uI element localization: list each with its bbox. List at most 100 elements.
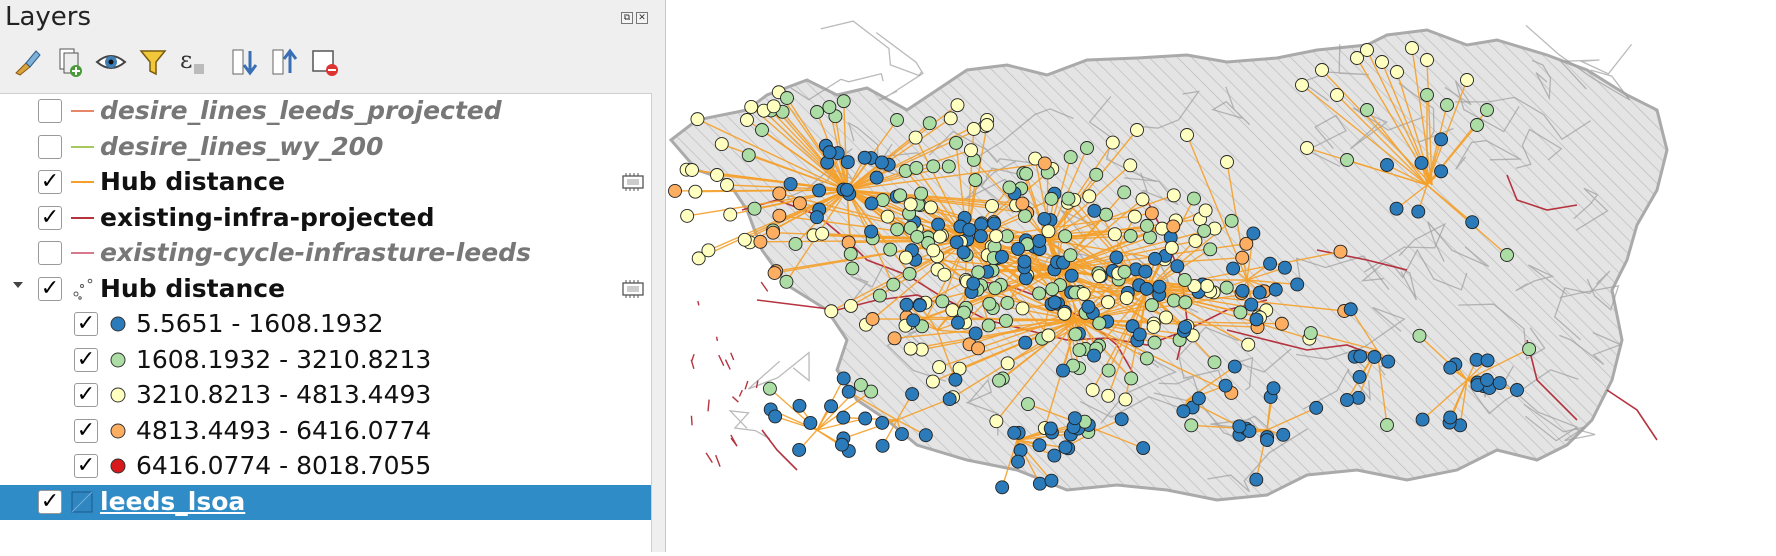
layer-row-5-5651-1608-1932[interactable]: ✓ 5.5651 - 1608.1932 [0, 307, 652, 342]
hub-point [936, 295, 949, 308]
hub-point [825, 400, 838, 413]
hub-point [837, 372, 850, 385]
hub-point [1382, 355, 1395, 368]
map-canvas[interactable] [667, 0, 1776, 552]
layer-row-hub-distance[interactable]: ✓Hub distance [0, 272, 652, 307]
layer-visibility-checkbox[interactable]: ✓ [74, 419, 98, 443]
point-symbol-icon [106, 343, 132, 378]
hub-point [957, 246, 970, 259]
hub-point [1118, 265, 1131, 278]
infra-segment [725, 360, 730, 370]
style-manager-button[interactable] [10, 44, 44, 80]
layer-row-1608-1932-3210-8213[interactable]: ✓1608.1932 - 3210.8213 [0, 343, 652, 378]
manage-visibility-button[interactable] [94, 44, 128, 80]
svg-text:ε: ε [180, 46, 192, 74]
hub-point [951, 99, 964, 112]
infra-segment [708, 400, 709, 412]
layer-label: existing-infra-projected [100, 203, 435, 233]
hub-point [989, 282, 1002, 295]
float-panel-button[interactable]: ⧉ [621, 12, 633, 24]
line-symbol-icon [70, 94, 96, 129]
layer-label: 3210.8213 - 4813.4493 [136, 380, 431, 410]
hub-point [972, 342, 985, 355]
layer-visibility-checkbox[interactable]: ✓ [38, 490, 62, 514]
layer-row-3210-8213-4813-4493[interactable]: ✓ 3210.8213 - 4813.4493 [0, 378, 652, 413]
hub-point [1250, 473, 1263, 486]
layer-row-existing-cycle-infrasture-leeds[interactable]: existing-cycle-infrasture-leeds [0, 236, 652, 271]
hub-point [1033, 439, 1046, 452]
hub-point [1068, 412, 1081, 425]
hub-point [1033, 477, 1046, 490]
hub-point [1115, 413, 1128, 426]
hub-point [1267, 382, 1280, 395]
hub-point [1083, 190, 1096, 203]
hub-point [1199, 204, 1212, 217]
layer-visibility-checkbox[interactable]: ✓ [74, 348, 98, 372]
layer-row-desire-lines-leeds-projected[interactable]: desire_lines_leeds_projected [0, 94, 652, 129]
layer-visibility-checkbox[interactable] [38, 99, 62, 123]
layer-visibility-checkbox[interactable] [38, 135, 62, 159]
hub-point [859, 412, 872, 425]
lsoa-boundary [821, 21, 922, 75]
hub-point [1435, 165, 1448, 178]
hub-point [1093, 317, 1106, 330]
remove-layer-button[interactable] [308, 44, 342, 80]
expand-all-button[interactable] [228, 44, 262, 80]
layer-visibility-checkbox[interactable]: ✓ [38, 206, 62, 230]
layer-visibility-checkbox[interactable] [38, 241, 62, 265]
collapse-all-button[interactable] [268, 44, 302, 80]
collapse-arrow-icon[interactable] [13, 282, 23, 288]
hub-point [870, 171, 883, 184]
hub-point [876, 416, 889, 429]
hub-point [995, 250, 1008, 263]
close-panel-button[interactable]: ✕ [636, 12, 648, 24]
hub-point [993, 374, 1006, 387]
layer-label: desire_lines_leeds_projected [100, 96, 502, 126]
hub-point [1093, 270, 1106, 283]
hub-point [1106, 136, 1119, 149]
hub-point [904, 342, 917, 355]
infra-segment [692, 354, 694, 360]
hub-point [721, 179, 734, 192]
hub-point [1045, 474, 1058, 487]
hub-point [681, 209, 694, 222]
layer-row-existing-infra-projected[interactable]: ✓ existing-infra-projected [0, 201, 652, 236]
layer-row-desire-lines-wy-200[interactable]: desire_lines_wy_200 [0, 130, 652, 165]
layer-visibility-checkbox[interactable]: ✓ [38, 277, 62, 301]
layer-label: 5.5651 - 1608.1932 [136, 309, 384, 339]
hub-point [1058, 307, 1071, 320]
hub-point [1233, 420, 1246, 433]
infra-segment [698, 301, 699, 305]
hub-point [1234, 306, 1247, 319]
filter-expression-button[interactable]: ε [178, 44, 212, 80]
layer-row-4813-4493-6416-0774[interactable]: ✓4813.4493 - 6416.0774 [0, 414, 652, 449]
layer-visibility-checkbox[interactable]: ✓ [74, 454, 98, 478]
hub-point [702, 244, 715, 257]
hub-point [1441, 99, 1454, 112]
add-group-button[interactable] [52, 44, 86, 80]
hub-point [1056, 364, 1069, 377]
hub-point [1225, 214, 1238, 227]
layer-visibility-checkbox[interactable]: ✓ [74, 383, 98, 407]
layers-panel: Layers ⧉ ✕ ε desire_lines_leeds_projecte… [0, 0, 666, 552]
hub-point [1077, 287, 1090, 300]
hub-point [964, 144, 977, 157]
layer-row-6416-0774-8018-7055[interactable]: ✓6416.0774 - 8018.7055 [0, 449, 652, 484]
memory-layer-icon[interactable] [621, 280, 645, 298]
hub-point [1376, 56, 1389, 69]
hub-point [1277, 428, 1290, 441]
layer-row-leeds-lsoa[interactable]: ✓leeds_lsoa [0, 485, 652, 520]
hub-point [1461, 74, 1474, 87]
hub-point [1139, 265, 1152, 278]
memory-layer-icon[interactable] [621, 173, 645, 191]
hub-point [904, 198, 917, 211]
filter-legend-button[interactable] [136, 44, 170, 80]
hub-point [1001, 296, 1014, 309]
layer-visibility-checkbox[interactable]: ✓ [74, 312, 98, 336]
hub-point [1021, 398, 1034, 411]
infra-line [1607, 390, 1657, 440]
hub-point [1000, 314, 1013, 327]
layer-visibility-checkbox[interactable]: ✓ [38, 170, 62, 194]
layer-row-hub-distance[interactable]: ✓Hub distance [0, 165, 652, 200]
hub-point [963, 223, 976, 236]
